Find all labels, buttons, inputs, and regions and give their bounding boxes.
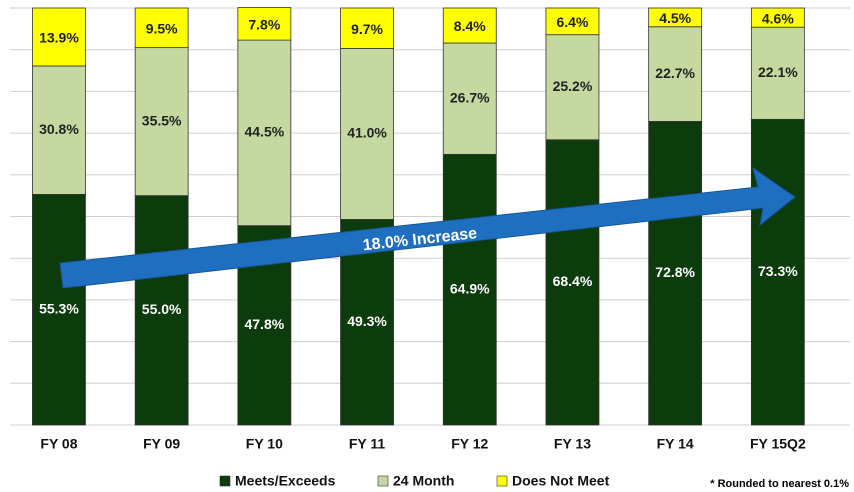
bar-segment	[442, 7, 497, 44]
bar-segment	[340, 48, 394, 220]
value-label: 49.3%	[347, 313, 387, 329]
legend-label: 24 Month	[393, 473, 454, 489]
bar-segment	[750, 26, 805, 120]
bar-segment	[442, 42, 497, 155]
x-tick-label: FY 15Q2	[750, 436, 806, 452]
legend-label: Does Not Meet	[512, 473, 610, 489]
value-label: 55.0%	[142, 301, 182, 317]
value-label: 4.5%	[659, 10, 691, 26]
x-tick-label: FY 14	[657, 436, 694, 452]
value-label: 72.8%	[655, 264, 695, 280]
bar-segment	[32, 7, 86, 67]
value-label: 73.3%	[758, 263, 798, 279]
bar-segment	[648, 121, 703, 426]
value-label: 25.2%	[553, 78, 593, 94]
legend-label: Meets/Exceeds	[235, 473, 336, 489]
bar-segment	[442, 153, 497, 426]
bar-segment	[545, 34, 600, 141]
legend: Meets/Exceeds 24 Month Does Not Meet	[219, 473, 610, 489]
x-tick-label: FY 09	[143, 436, 180, 452]
bar-segment	[545, 139, 600, 426]
value-label: 35.5%	[142, 112, 182, 128]
value-label: 6.4%	[556, 14, 588, 30]
x-tick-label: FY 08	[40, 436, 77, 452]
value-label: 26.7%	[450, 89, 490, 105]
bar-segment	[134, 195, 189, 426]
value-label: 8.4%	[454, 18, 486, 34]
bar-segment	[237, 39, 292, 227]
value-label: 41.0%	[347, 125, 387, 141]
bar-segment	[750, 7, 805, 28]
value-label: 22.1%	[758, 64, 798, 80]
legend-swatch	[496, 475, 508, 487]
bar-segment	[134, 7, 189, 49]
value-label: 47.8%	[244, 316, 284, 332]
value-label: 9.7%	[351, 21, 383, 37]
bar-segment	[750, 118, 805, 426]
bar-segment	[340, 7, 394, 49]
value-label: 68.4%	[553, 273, 593, 289]
legend-swatch	[219, 475, 231, 487]
value-label: 7.8%	[248, 17, 280, 33]
bar-segment	[237, 7, 292, 41]
footnote: * Rounded to nearest 0.1%	[710, 478, 849, 490]
value-label: 22.7%	[655, 65, 695, 81]
bar-segment	[32, 193, 86, 426]
value-label: 64.9%	[450, 280, 490, 296]
legend-swatch	[377, 475, 389, 487]
x-tick-label: FY 10	[246, 436, 283, 452]
value-label: 4.6%	[762, 10, 794, 26]
value-label: 13.9%	[39, 30, 79, 46]
arrow-shape	[59, 166, 796, 289]
x-tick-label: FY 13	[554, 436, 591, 452]
value-label: 9.5%	[146, 21, 178, 37]
x-tick-label: FY 12	[451, 436, 488, 452]
bar-segment	[545, 7, 600, 36]
value-label: 44.5%	[244, 124, 284, 140]
bar-segment	[648, 26, 703, 122]
bar-segment	[32, 65, 86, 195]
value-label: 55.3%	[39, 300, 79, 316]
x-tick-label: FY 11	[349, 436, 386, 452]
bars: 55.3% 30.8% 13.9% 55.0% 35.5% 9.5% 47.8% 44.5% 7…	[32, 7, 805, 426]
value-label: 30.8%	[39, 121, 79, 137]
bar-segment	[648, 7, 703, 28]
